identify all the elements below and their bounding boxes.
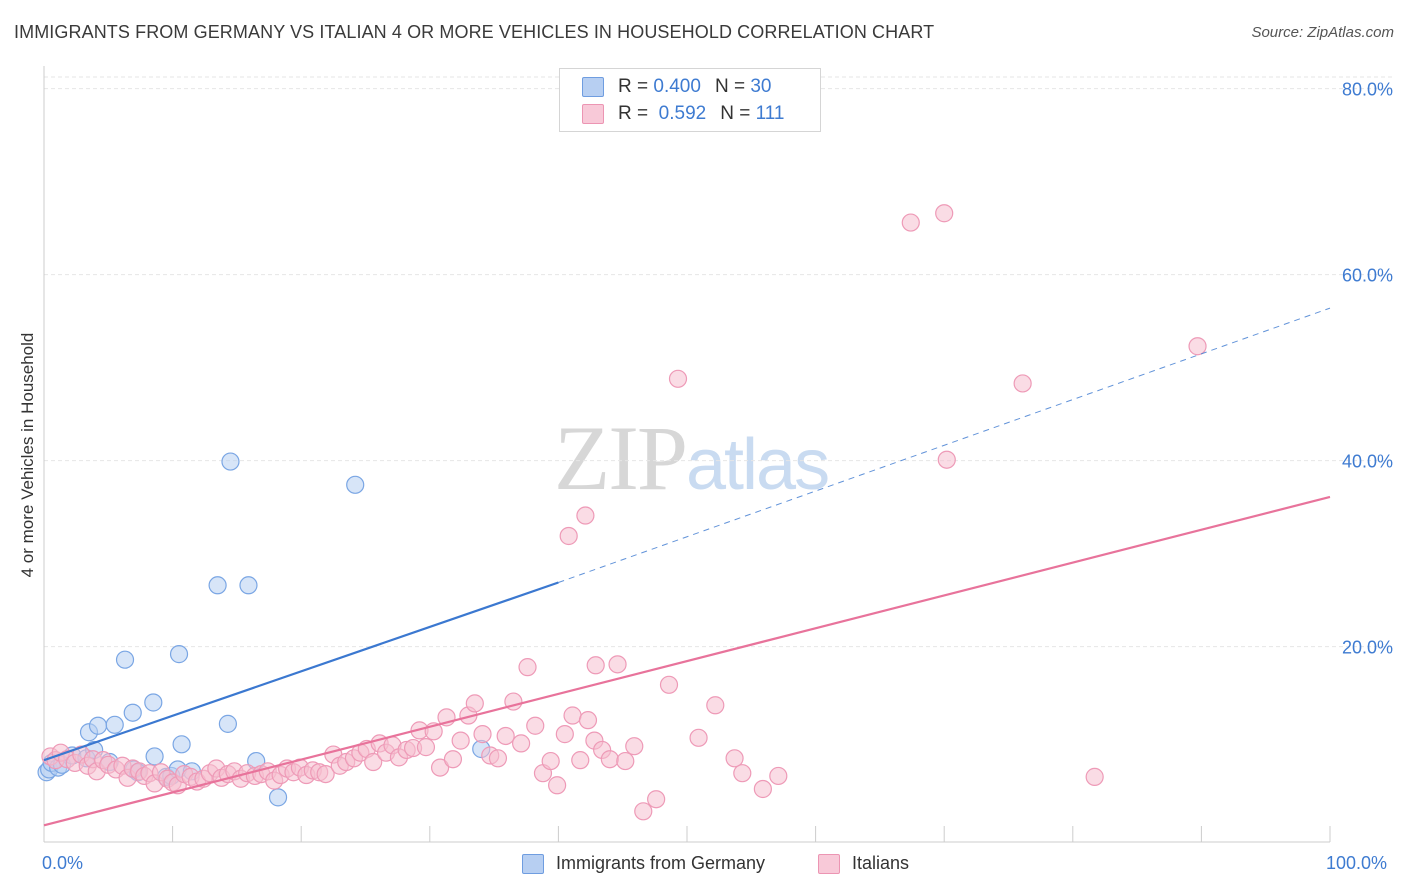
italians-point: [488, 749, 508, 768]
italians-point: [647, 790, 666, 809]
stats-row-germany: R = 0.400 N = 30: [582, 75, 771, 99]
y-tick-label: 60.0%: [1342, 266, 1393, 286]
italians-point: [689, 728, 708, 747]
italians-point: [1188, 337, 1207, 356]
germany-swatch: [582, 77, 604, 97]
n-label: N =: [714, 76, 746, 97]
data-points: [37, 204, 1207, 821]
italians-point: [526, 716, 545, 735]
germany-point: [123, 703, 142, 722]
italians-point: [430, 758, 450, 777]
germany-trend-line: [43, 581, 559, 762]
italians-point: [443, 750, 463, 769]
legend-swatch-germany: [522, 853, 544, 874]
y-tick-labels: 20.0% 40.0% 60.0% 80.0%: [1342, 80, 1393, 658]
r-value-italians: 0.592: [658, 103, 707, 124]
chart-source: Source: ZipAtlas.com: [1251, 24, 1394, 41]
germany-point: [268, 788, 288, 807]
watermark: ZIPatlas: [554, 405, 830, 511]
n-value-italians: 111: [755, 103, 785, 124]
x-tick-label-max: 100.0%: [1326, 853, 1388, 873]
italians-point: [563, 706, 582, 725]
italians-point: [634, 802, 653, 821]
italians-trend-line: [43, 495, 1331, 827]
italians-point: [465, 694, 484, 713]
germany-point: [169, 645, 189, 664]
legend-swatch-italians: [818, 853, 840, 874]
legend-label-italians: Italians: [852, 853, 910, 873]
legend-label-germany: Immigrants from Germany: [556, 853, 766, 873]
italians-swatch: [582, 104, 604, 124]
germany-point: [115, 650, 135, 669]
germany-point: [239, 576, 258, 595]
italians-point: [600, 750, 619, 769]
germany-point: [144, 693, 163, 712]
italians-point: [496, 726, 515, 746]
legend-item-germany[interactable]: Immigrants from Germany: [522, 853, 765, 874]
italians-point: [364, 752, 383, 772]
watermark-zip: ZIP: [554, 407, 688, 509]
germany-point: [221, 452, 240, 471]
italians-point: [733, 764, 752, 783]
y-tick-label: 80.0%: [1342, 80, 1393, 100]
italians-point: [559, 526, 578, 546]
r-value-germany: 0.400: [653, 76, 701, 97]
italians-point: [901, 213, 920, 232]
r-label: R =: [618, 76, 649, 97]
italians-point: [473, 725, 492, 744]
italians-point: [668, 369, 688, 388]
italians-point: [659, 675, 679, 694]
germany-point: [172, 735, 191, 754]
italians-point: [608, 655, 627, 674]
stats-legend: R = 0.400 N = 30 R = 0.592 N = 111: [559, 68, 821, 132]
r-label: R =: [618, 103, 649, 124]
axes: [43, 66, 1331, 843]
italians-point: [451, 731, 470, 750]
watermark-atlas: atlas: [686, 425, 830, 505]
chart-title: IMMIGRANTS FROM GERMANY VS ITALIAN 4 OR …: [14, 22, 935, 42]
italians-point: [706, 696, 725, 715]
trend-lines: [43, 307, 1331, 827]
italians-point: [586, 656, 605, 675]
germany-point: [346, 475, 365, 494]
n-value-germany: 30: [750, 76, 772, 97]
germany-point: [145, 747, 164, 766]
stats-row-italians: R = 0.592 N = 111: [582, 102, 785, 126]
germany-point: [208, 576, 227, 595]
germany-point: [105, 715, 124, 734]
italians-point: [753, 779, 772, 799]
germany-trend-extension: [558, 307, 1331, 583]
italians-point: [769, 766, 788, 786]
grid-lines: [44, 76, 1392, 648]
italians-point: [1085, 767, 1104, 786]
y-tick-label: 20.0%: [1342, 638, 1393, 658]
y-tick-label: 40.0%: [1342, 452, 1393, 472]
italians-point: [541, 751, 560, 771]
italians-point: [555, 725, 574, 744]
italians-point: [935, 204, 954, 223]
legend-item-italians[interactable]: Italians: [818, 853, 909, 874]
italians-point: [571, 751, 590, 770]
italians-point: [518, 658, 537, 677]
germany-point: [218, 714, 237, 733]
italians-point: [576, 506, 595, 525]
italians-point: [1013, 374, 1032, 393]
x-tick-label-min: 0.0%: [42, 853, 84, 873]
italians-point: [416, 738, 436, 757]
italians-point: [937, 450, 956, 469]
italians-point: [725, 749, 744, 768]
italians-point: [512, 734, 531, 753]
italians-point: [578, 711, 598, 730]
n-label: N =: [720, 103, 751, 124]
italians-point: [316, 765, 335, 784]
italians-point: [616, 751, 635, 771]
italians-point: [548, 776, 567, 795]
germany-point: [88, 716, 108, 735]
italians-point: [625, 737, 644, 756]
